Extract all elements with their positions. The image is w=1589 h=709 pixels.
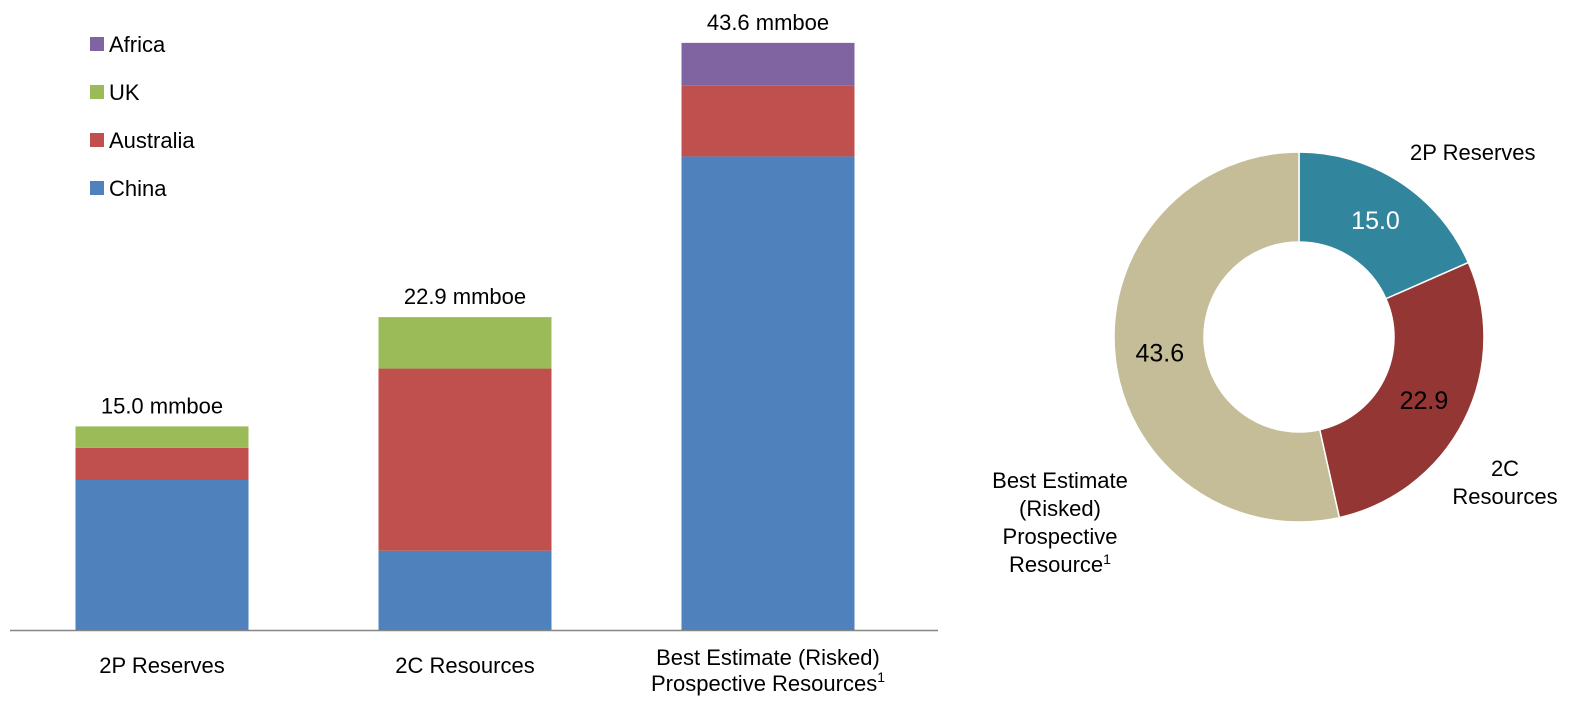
bar-total-label: 43.6 mmboe: [707, 10, 829, 35]
x-tick-label: 2C Resources: [395, 653, 534, 678]
legend-label-uk: UK: [109, 80, 140, 105]
legend-swatch-australia: [90, 133, 104, 147]
x-tick-label: 2P Reserves: [99, 653, 225, 678]
legend-swatch-africa: [90, 37, 104, 51]
legend-label-africa: Africa: [109, 32, 166, 57]
donut-value-label: 15.0: [1351, 207, 1400, 235]
donut-category-label-2c-resources: 2C Resources: [1452, 456, 1557, 509]
donut-slice-best-estimate-risked-prospective-resource: [1113, 151, 1341, 523]
legend-swatch-china: [90, 181, 104, 195]
bar-australia-3: [681, 85, 855, 157]
bar-china-3: [681, 156, 855, 630]
legend-swatch-uk: [90, 85, 104, 99]
donut-slice-2c-resources: [1318, 261, 1485, 519]
bar-total-label: 15.0 mmboe: [101, 393, 223, 418]
bar-china-2: [378, 550, 552, 630]
x-tick-label: Best Estimate (Risked) Prospective Resour…: [651, 645, 885, 696]
donut-category-label-best-estimate-risked-prospective-resource: Best Estimate (Risked) Prospective Resource…: [992, 468, 1128, 577]
bar-uk-2: [378, 317, 552, 369]
bar-uk-1: [75, 426, 249, 448]
bar-china-1: [75, 480, 249, 630]
bar-chart-legend: Africa UK Australia China: [90, 32, 195, 201]
donut-chart: 15.0 22.9 43.6 2P Reserves 2C Resources Best E…: [992, 140, 1557, 577]
donut-value-label: 22.9: [1400, 387, 1449, 415]
bar-total-label: 22.9 mmboe: [404, 284, 526, 309]
legend-label-china: China: [109, 176, 167, 201]
bar-australia-2: [378, 368, 552, 551]
stacked-bar-chart: 15.0 mmboe 2P Reserves 22.9 mmboe 2C Resour…: [10, 10, 938, 696]
donut-value-label: 43.6: [1136, 339, 1185, 367]
donut-slice-2p-reserves: [1298, 151, 1470, 300]
donut-category-label-2p-reserves: 2P Reserves: [1410, 140, 1536, 165]
bar-australia-1: [75, 447, 249, 480]
legend-label-australia: Australia: [109, 128, 195, 153]
bar-africa-3: [681, 42, 855, 86]
